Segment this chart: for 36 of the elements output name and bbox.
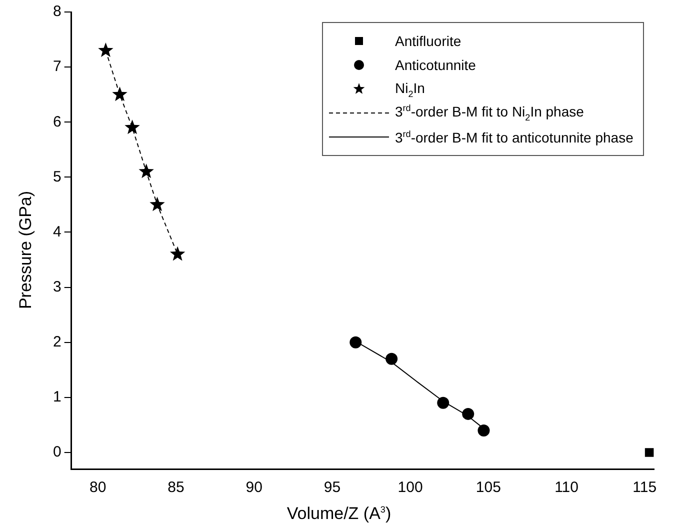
point (644, 448, 654, 457)
y-tick-label: 0 (53, 444, 62, 461)
x-tick-label: 115 (632, 479, 657, 496)
y-tick-label: 3 (53, 278, 62, 296)
legend-label: Anticotunnite (395, 57, 476, 73)
x-tick-label: 110 (554, 479, 578, 496)
x-tick-label: 100 (398, 479, 423, 496)
x-tick-label: 105 (476, 479, 501, 496)
point (112, 86, 128, 102)
x-axis-title: Volume/Z (A$^{3}$) (286, 504, 392, 524)
x-tick-label: 85 (168, 479, 184, 496)
y-tick-label: 6 (53, 113, 62, 130)
x-tick-label: 80 (90, 479, 106, 496)
y-tick-label: 8 (53, 3, 62, 20)
point (386, 352, 398, 365)
y-tick-label: 7 (53, 58, 62, 76)
x-tick-label: 90 (246, 479, 262, 496)
y-tick-label: 4 (53, 223, 62, 240)
legend-label: Antifluorite (395, 33, 462, 49)
y-axis-title: Pressure (GPa) (16, 190, 36, 310)
point (150, 196, 165, 212)
point (124, 120, 140, 134)
legend-label: 3$^{rd}$-order B-M fit to anticotunnite phase (395, 128, 634, 146)
legend-label: Ni$_{2}$In (395, 80, 425, 98)
point (350, 336, 362, 348)
y-tick-label: 5 (53, 168, 62, 186)
point (170, 246, 186, 261)
y-tick-label: 1 (53, 388, 62, 406)
point (138, 164, 154, 178)
point (462, 408, 474, 420)
x-tick-label: 95 (324, 479, 341, 496)
point (98, 42, 114, 58)
point (437, 396, 450, 409)
legend-label: 3$^{rd}$-order B-M fit to Ni$_{2}$In phase (395, 103, 584, 123)
y-tick-label: 2 (53, 334, 62, 350)
point (478, 424, 490, 436)
